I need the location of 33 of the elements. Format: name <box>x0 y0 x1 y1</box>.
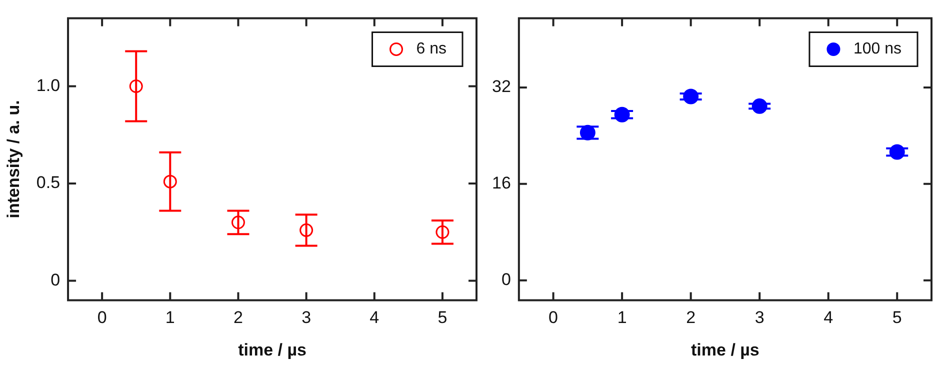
point <box>300 223 314 237</box>
y-tick-label: 0.5 <box>36 173 60 192</box>
x-tick-label: 5 <box>438 308 448 328</box>
point <box>436 225 450 239</box>
point <box>580 124 596 140</box>
y-tick-label: 1.0 <box>36 76 60 95</box>
point <box>163 174 177 188</box>
x-tick-label: 0 <box>548 308 558 328</box>
x-tick-label: 2 <box>233 308 243 328</box>
x-axis-title: time / µs <box>238 340 306 360</box>
y-tick-label: 0 <box>50 270 60 290</box>
point <box>683 88 699 104</box>
x-tick-label: 5 <box>892 308 902 328</box>
x-axis-title: time / µs <box>691 340 760 360</box>
x-tick-label: 3 <box>302 308 312 328</box>
point <box>614 106 630 122</box>
y-tick-label: 0 <box>501 270 511 290</box>
point <box>129 80 143 94</box>
point <box>752 98 768 114</box>
legend-label: 100 ns <box>853 40 902 58</box>
x-tick-label: 1 <box>617 308 627 328</box>
legend-label: 6 ns <box>416 40 447 58</box>
point <box>231 216 245 230</box>
x-tick-label: 1 <box>165 308 175 328</box>
x-tick-label: 0 <box>97 308 107 328</box>
y-tick-label: 16 <box>492 174 511 193</box>
x-tick-label: 4 <box>370 308 380 328</box>
point <box>889 144 905 160</box>
y-axis-title: intensity / a. u. <box>4 100 23 218</box>
x-tick-label: 3 <box>754 308 764 328</box>
y-tick-label: 32 <box>492 77 511 96</box>
x-tick-label: 4 <box>824 308 834 328</box>
x-tick-label: 2 <box>686 308 696 328</box>
